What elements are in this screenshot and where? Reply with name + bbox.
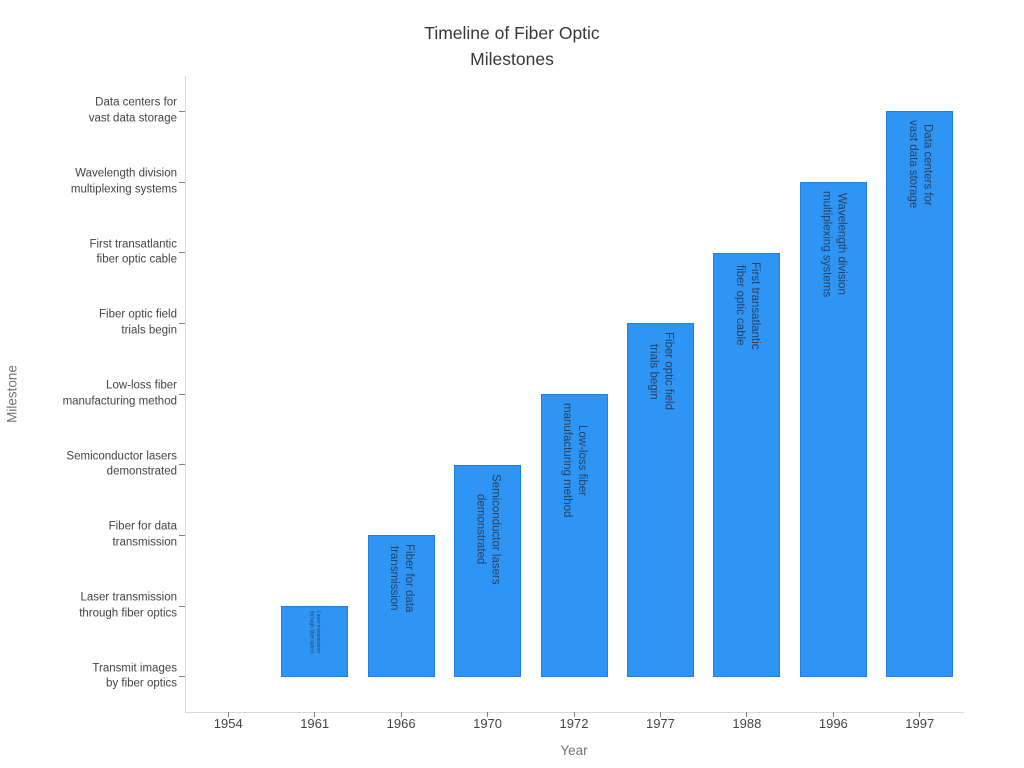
bar-1966: Fiber for data transmission xyxy=(367,535,435,677)
y-tick-label: Data centers for vast data storage xyxy=(88,96,177,125)
y-tick-label: Fiber optic field trials begin xyxy=(99,308,177,337)
chart-title: Timeline of Fiber Optic Milestones xyxy=(0,20,1024,72)
bar-label: Fiber optic field trials begin xyxy=(647,332,675,411)
x-tick-mark xyxy=(659,712,661,717)
x-axis-title: Year xyxy=(560,743,588,758)
x-tick-mark xyxy=(314,712,316,717)
x-tick-mark xyxy=(400,712,402,717)
bar-label: Data centers for vast data storage xyxy=(906,120,934,209)
x-tick-mark xyxy=(746,712,748,717)
y-tick-label: First transatlantic fiber optic cable xyxy=(89,238,177,266)
bar-1977: Fiber optic field trials begin xyxy=(626,323,694,677)
x-tick-mark xyxy=(832,712,834,717)
x-tick-mark xyxy=(487,712,489,717)
x-tick-label: 1966 xyxy=(386,716,416,731)
x-tick-mark xyxy=(227,712,229,717)
bar-1972: Low-loss fiber manufacturing method xyxy=(540,394,608,677)
bar-1997: Data centers for vast data storage xyxy=(886,111,954,677)
y-tick-mark xyxy=(179,534,185,536)
x-tick-label: 1972 xyxy=(559,716,589,731)
bar-1970: Semiconductor lasers demonstrated xyxy=(454,464,522,677)
bar-1961: Laser transmission through fiber optics xyxy=(281,606,349,677)
bar-label: Low-loss fiber manufacturing method xyxy=(561,403,588,518)
plot-area xyxy=(185,76,964,713)
y-tick-mark xyxy=(179,464,185,466)
y-tick-mark xyxy=(179,322,185,324)
bar-label: Laser transmission through fiber optics xyxy=(308,611,322,654)
x-tick-mark xyxy=(573,712,575,717)
y-tick-mark xyxy=(179,110,185,112)
y-tick-mark xyxy=(179,605,185,607)
bar-label: First transatlantic fiber optic cable xyxy=(733,261,761,350)
y-tick-label: Laser transmission through fiber optics xyxy=(79,591,177,620)
y-tick-label: Semiconductor lasers demonstrated xyxy=(66,450,177,478)
chart-title-line2: Milestones xyxy=(470,49,554,69)
x-tick-label: 1954 xyxy=(213,716,243,731)
x-tick-label: 1970 xyxy=(473,716,503,731)
bar-1996: Wavelength division multiplexing systems xyxy=(799,182,867,677)
y-tick-label: Fiber for data transmission xyxy=(108,520,177,549)
y-tick-label: Wavelength division multiplexing systems xyxy=(70,167,177,196)
bar-1988: First transatlantic fiber optic cable xyxy=(713,252,781,677)
y-tick-label: Transmit images by fiber optics xyxy=(92,662,177,690)
x-tick-label: 1988 xyxy=(732,716,762,731)
y-tick-label: Low-loss fiber manufacturing method xyxy=(62,379,177,408)
bar-label: Wavelength division multiplexing systems xyxy=(820,191,848,298)
bar-label: Fiber for data transmission xyxy=(388,544,416,613)
x-tick-label: 1961 xyxy=(300,716,330,731)
y-tick-mark xyxy=(179,676,185,678)
x-tick-label: 1977 xyxy=(645,716,675,731)
chart-title-line1: Timeline of Fiber Optic xyxy=(424,23,600,43)
x-tick-mark xyxy=(919,712,921,717)
x-tick-label: 1996 xyxy=(818,716,848,731)
y-tick-mark xyxy=(179,252,185,254)
y-tick-mark xyxy=(179,181,185,183)
bar-label: Semiconductor lasers demonstrated xyxy=(474,473,502,585)
y-tick-mark xyxy=(179,393,185,395)
x-tick-label: 1997 xyxy=(905,716,935,731)
